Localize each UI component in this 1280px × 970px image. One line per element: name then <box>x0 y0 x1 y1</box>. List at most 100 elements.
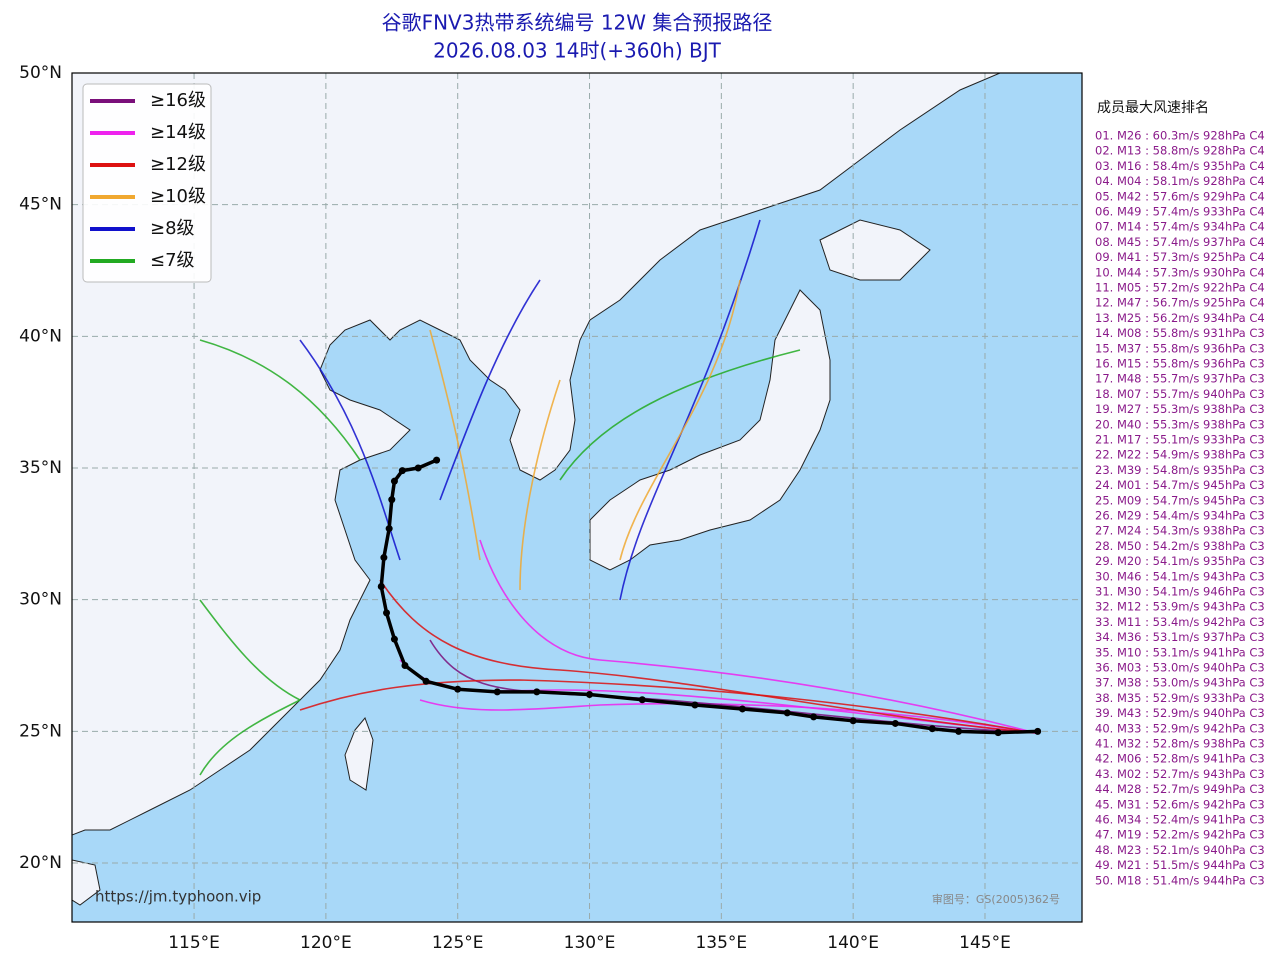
ranking-item: 29. M20 : 54.1m/s 935hPa C3 <box>1095 554 1265 568</box>
track-point <box>586 690 594 698</box>
ranking-item: 28. M50 : 54.2m/s 938hPa C3 <box>1095 539 1265 553</box>
track-point <box>849 717 857 725</box>
ranking-item: 14. M08 : 55.8m/s 931hPa C3 <box>1095 326 1265 340</box>
ranking-item: 07. M14 : 57.4m/s 934hPa C4 <box>1095 220 1265 234</box>
ranking-item: 18. M07 : 55.7m/s 940hPa C3 <box>1095 387 1265 401</box>
member-track <box>419 699 1037 734</box>
ranking-item: 37. M38 : 53.0m/s 943hPa C3 <box>1095 676 1265 690</box>
track-point <box>422 677 430 685</box>
member-track <box>379 579 1037 734</box>
subtitle: 2026.08.03 14时(+360h) BJT <box>433 39 722 63</box>
ranking-item: 05. M42 : 57.6m/s 929hPa C4 <box>1095 189 1265 203</box>
ranking-item: 48. M23 : 52.1m/s 940hPa C3 <box>1095 843 1265 857</box>
lon-tick-label: 130°E <box>564 933 616 953</box>
member-track <box>299 679 1037 734</box>
legend-label: ≥12级 <box>150 154 206 175</box>
ranking-title: 成员最大风速排名 <box>1097 100 1209 116</box>
ranking-item: 47. M19 : 52.2m/s 942hPa C3 <box>1095 828 1265 842</box>
ranking-item: 19. M27 : 55.3m/s 938hPa C3 <box>1095 402 1265 416</box>
lon-tick-label: 120°E <box>300 933 352 953</box>
lon-tick-label: 125°E <box>432 933 484 953</box>
mean-track <box>377 456 1042 737</box>
land-taiwan <box>344 717 374 791</box>
ranking-item: 01. M26 : 60.3m/s 928hPa C4 <box>1095 129 1265 143</box>
map-area <box>72 73 1082 922</box>
ranking-item: 04. M04 : 58.1m/s 928hPa C4 <box>1095 174 1265 188</box>
ranking-item: 06. M49 : 57.4m/s 933hPa C4 <box>1095 205 1265 219</box>
legend-label: ≥10级 <box>150 186 206 207</box>
ensemble-tracks <box>199 219 1037 776</box>
ranking-item: 03. M16 : 58.4m/s 935hPa C4 <box>1095 159 1265 173</box>
ranking-item: 38. M35 : 52.9m/s 933hPa C3 <box>1095 691 1265 705</box>
ranking-item: 10. M44 : 57.3m/s 930hPa C4 <box>1095 265 1265 279</box>
track-point <box>398 467 406 475</box>
ranking-item: 40. M33 : 52.9m/s 942hPa C3 <box>1095 721 1265 735</box>
source-url: https://jm.typhoon.vip <box>95 888 261 906</box>
member-track <box>429 329 481 561</box>
ranking-item: 31. M30 : 54.1m/s 946hPa C3 <box>1095 585 1265 599</box>
track-point <box>385 525 393 533</box>
map-frame <box>71 72 1083 923</box>
ranking-item: 35. M10 : 53.1m/s 941hPa C3 <box>1095 645 1265 659</box>
ranking-item: 45. M31 : 52.6m/s 942hPa C3 <box>1095 797 1265 811</box>
ranking-item: 09. M41 : 57.3m/s 925hPa C4 <box>1095 250 1265 264</box>
track-point <box>638 696 646 704</box>
track-point <box>955 727 963 735</box>
ranking-item: 08. M45 : 57.4m/s 937hPa C4 <box>1095 235 1265 249</box>
member-track <box>559 349 801 481</box>
track-point <box>493 688 501 696</box>
ranking-item: 49. M21 : 51.5m/s 944hPa C3 <box>1095 858 1265 872</box>
ranking-item: 13. M25 : 56.2m/s 934hPa C4 <box>1095 311 1265 325</box>
ranking-item: 33. M11 : 53.4m/s 942hPa C3 <box>1095 615 1265 629</box>
legend-label: ≤7级 <box>150 250 195 271</box>
ranking-item: 11. M05 : 57.2m/s 922hPa C4 <box>1095 281 1265 295</box>
ranking-item: 44. M28 : 52.7m/s 949hPa C3 <box>1095 782 1265 796</box>
track-point <box>1034 727 1042 735</box>
lat-tick-label: 50°N <box>19 63 62 83</box>
ranking-item: 42. M06 : 52.8m/s 941hPa C3 <box>1095 752 1265 766</box>
ranking-item: 30. M46 : 54.1m/s 943hPa C3 <box>1095 569 1265 583</box>
ranking-item: 15. M37 : 55.8m/s 936hPa C3 <box>1095 341 1265 355</box>
ranking-item: 32. M12 : 53.9m/s 943hPa C3 <box>1095 600 1265 614</box>
ranking-item: 39. M43 : 52.9m/s 940hPa C3 <box>1095 706 1265 720</box>
lat-tick-label: 20°N <box>19 853 62 873</box>
land-hainan <box>72 859 101 906</box>
track-point <box>891 719 899 727</box>
ranking-item: 17. M48 : 55.7m/s 937hPa C3 <box>1095 372 1265 386</box>
land-japan <box>589 289 831 571</box>
lat-tick-label: 35°N <box>19 458 62 478</box>
ranking-item: 21. M17 : 55.1m/s 933hPa C3 <box>1095 433 1265 447</box>
title: 谷歌FNV3热带系统编号 12W 集合预报路径 <box>382 11 773 35</box>
ranking-item: 12. M47 : 56.7m/s 925hPa C4 <box>1095 296 1265 310</box>
track-point <box>994 729 1002 737</box>
legend-label: ≥8级 <box>150 218 195 239</box>
lat-tick-label: 45°N <box>19 195 62 215</box>
member-track <box>479 539 1037 734</box>
member-track <box>519 379 561 591</box>
member-track <box>199 339 361 461</box>
lon-tick-label: 140°E <box>827 933 879 953</box>
ranking-item: 20. M40 : 55.3m/s 938hPa C3 <box>1095 417 1265 431</box>
lon-tick-label: 145°E <box>959 933 1011 953</box>
track-point <box>691 701 699 709</box>
member-track <box>619 219 761 601</box>
track-point <box>810 713 818 721</box>
lat-tick-label: 40°N <box>19 326 62 346</box>
ranking-item: 25. M09 : 54.7m/s 945hPa C3 <box>1095 493 1265 507</box>
lat-tick-label: 30°N <box>19 590 62 610</box>
track-point <box>414 464 422 472</box>
lon-tick-label: 135°E <box>695 933 747 953</box>
legend: ≥16级 ≥14级 ≥12级 ≥10级 ≥8级 ≤7级 <box>82 83 212 283</box>
member-track <box>439 279 541 501</box>
member-track <box>199 599 301 701</box>
track-point <box>388 496 396 504</box>
land-hokkaido <box>819 219 931 281</box>
land-asia <box>72 73 1001 836</box>
member-track <box>199 699 301 776</box>
ranking-item: 46. M34 : 52.4m/s 941hPa C3 <box>1095 813 1265 827</box>
member-track <box>619 279 741 561</box>
lon-tick-label: 115°E <box>168 933 220 953</box>
track-point <box>433 456 441 464</box>
